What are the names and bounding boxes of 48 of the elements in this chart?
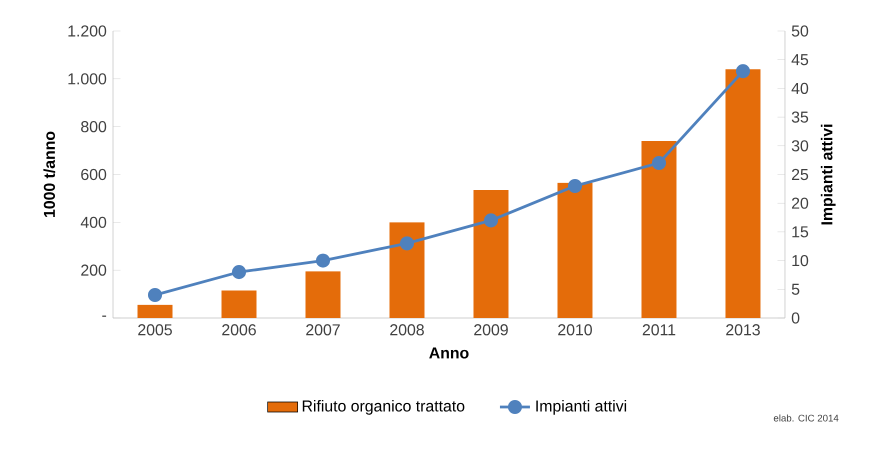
bar — [306, 271, 340, 318]
y2-tick-label: 45 — [792, 54, 808, 66]
x-tick-label: 2006 — [222, 324, 256, 336]
x-tick-label: 2009 — [474, 324, 508, 336]
y-tick-label: 200 — [81, 264, 106, 276]
point — [400, 236, 414, 250]
y2-tick-label: 40 — [792, 82, 808, 94]
y2-tick-label: 15 — [792, 226, 808, 238]
legend-label: Rifiuto organico trattato — [302, 400, 464, 415]
x-tick-label: 2010 — [558, 324, 592, 336]
bar — [725, 69, 760, 318]
y-axis-title: 1000 t/anno — [43, 132, 56, 218]
x-tick-label: 2013 — [726, 324, 760, 336]
y2-tick-label: 25 — [792, 168, 808, 180]
bar — [557, 182, 592, 318]
y2-tick-label: 10 — [792, 254, 808, 266]
y-tick-label: 1.000 — [68, 73, 106, 84]
y-tick-label: 400 — [80, 216, 106, 228]
point — [232, 265, 246, 280]
y2-tick-label: 30 — [792, 140, 808, 152]
y-tick-label: 1.200 — [68, 25, 106, 37]
point — [316, 254, 330, 268]
point — [568, 178, 582, 193]
bar — [641, 141, 676, 318]
x-tick-label: 2011 — [642, 324, 676, 336]
y-tick-label: - — [102, 316, 106, 317]
bar — [222, 290, 257, 318]
x-tick-label: 2008 — [390, 324, 424, 336]
y2-tick-label: 20 — [792, 198, 808, 209]
y2-axis-title: Impianti attivi — [820, 124, 836, 224]
bar — [389, 222, 424, 318]
y-tick-label: 800 — [81, 121, 106, 132]
y2-tick-label: 0 — [792, 312, 800, 324]
legend-label: Impianti attivi — [536, 400, 626, 415]
y2-tick-label: 35 — [792, 111, 808, 123]
point — [148, 288, 162, 302]
y2-tick-label: 5 — [792, 284, 800, 295]
point — [484, 213, 498, 228]
point — [652, 156, 666, 170]
y-tick-label: 600 — [81, 168, 106, 180]
bar — [138, 304, 173, 318]
y2-tick-label: 50 — [792, 25, 808, 37]
text: elab. CIC 2014 — [774, 414, 838, 422]
x-tick-label: 2005 — [138, 324, 172, 336]
bar — [473, 190, 508, 318]
point — [736, 64, 750, 78]
x-tick-label: 2007 — [306, 324, 340, 336]
x-axis-title: Anno — [429, 347, 469, 359]
